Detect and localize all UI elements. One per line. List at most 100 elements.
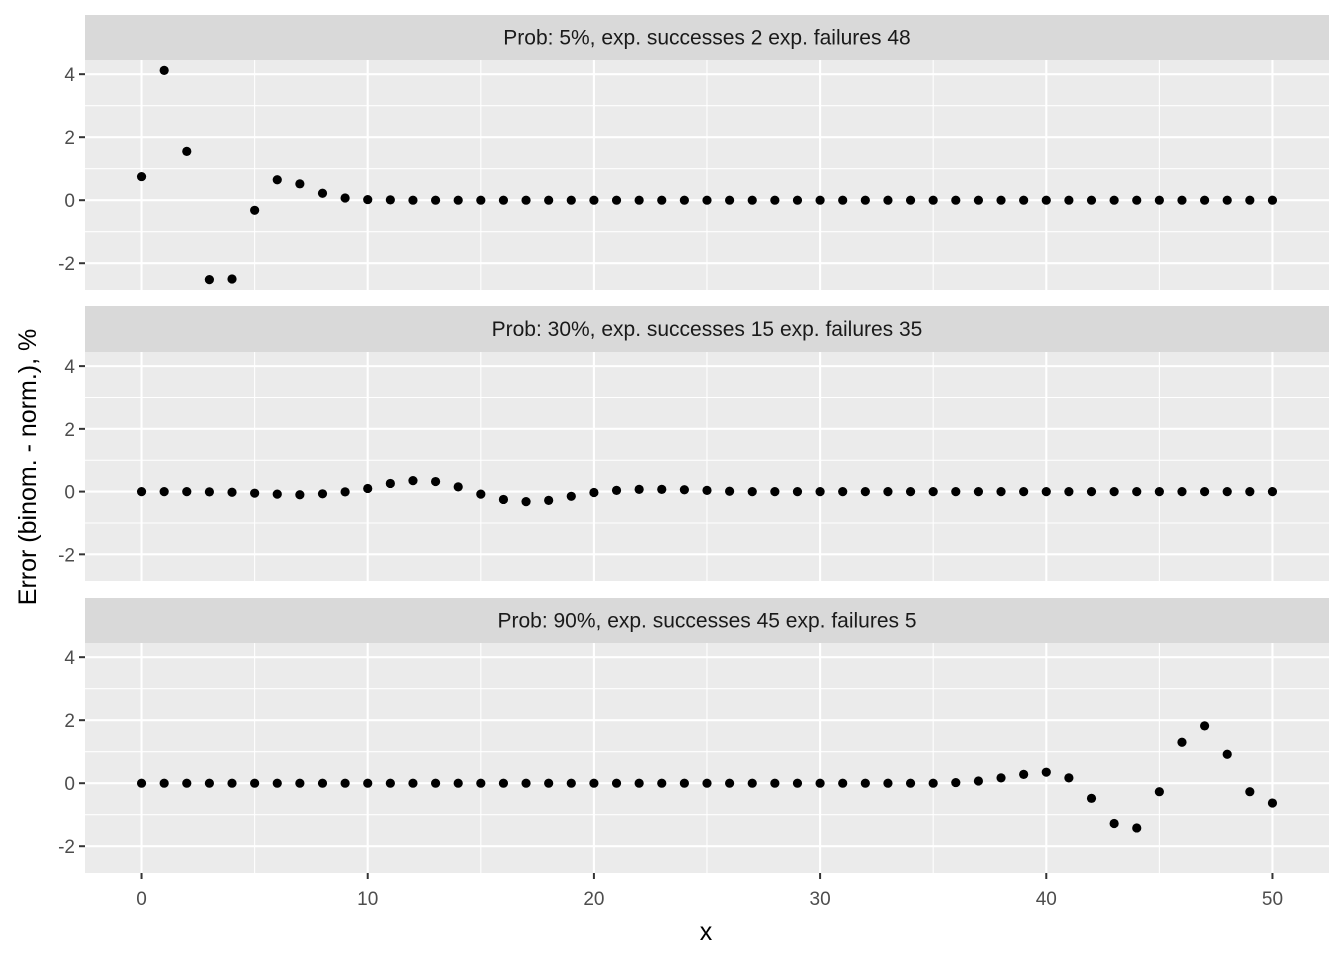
facet-panels: Prob: 5%, exp. successes 2 exp. failures… bbox=[58, 15, 1329, 873]
data-point bbox=[159, 486, 169, 497]
data-point bbox=[996, 195, 1006, 205]
x-tick-label: 10 bbox=[357, 889, 378, 910]
x-tick-label: 0 bbox=[136, 889, 147, 910]
data-point bbox=[792, 195, 803, 205]
data-point bbox=[589, 195, 599, 205]
data-point bbox=[204, 275, 214, 285]
data-point bbox=[928, 195, 938, 205]
data-point bbox=[973, 486, 984, 497]
data-point bbox=[883, 195, 893, 205]
data-point bbox=[1019, 195, 1029, 205]
data-point bbox=[838, 486, 848, 497]
data-point bbox=[838, 195, 848, 205]
data-point bbox=[385, 478, 395, 489]
data-point bbox=[340, 487, 350, 497]
data-point bbox=[702, 195, 712, 205]
y-tick-label: 4 bbox=[64, 65, 75, 86]
data-point bbox=[973, 776, 984, 786]
data-point bbox=[679, 778, 689, 788]
data-point bbox=[860, 195, 870, 205]
data-point bbox=[634, 484, 644, 494]
data-point bbox=[1222, 749, 1232, 759]
data-point bbox=[860, 778, 870, 788]
data-point bbox=[317, 188, 328, 198]
y-tick-label: 2 bbox=[64, 128, 75, 149]
data-point bbox=[204, 487, 214, 497]
data-point bbox=[747, 486, 757, 497]
data-point bbox=[498, 494, 509, 505]
data-point bbox=[815, 778, 825, 788]
y-tick-label: -2 bbox=[58, 545, 75, 566]
y-tick-label: 4 bbox=[64, 648, 75, 669]
facet-strip bbox=[85, 598, 1329, 643]
data-point bbox=[1064, 773, 1074, 783]
data-point bbox=[589, 778, 599, 788]
data-point bbox=[747, 195, 757, 205]
y-tick-label: 2 bbox=[64, 711, 75, 732]
data-point bbox=[227, 274, 237, 284]
data-point bbox=[611, 778, 622, 788]
data-point bbox=[227, 778, 237, 788]
data-point bbox=[883, 486, 893, 497]
data-point bbox=[747, 778, 757, 788]
data-point bbox=[159, 778, 169, 788]
data-point bbox=[159, 65, 169, 75]
data-point bbox=[1267, 195, 1278, 205]
data-point bbox=[657, 484, 667, 494]
data-point bbox=[295, 778, 305, 788]
data-point bbox=[476, 489, 486, 499]
data-point bbox=[589, 487, 599, 498]
data-point bbox=[611, 195, 622, 205]
data-point bbox=[1109, 486, 1119, 497]
data-point bbox=[544, 195, 554, 205]
data-point bbox=[1177, 486, 1187, 497]
data-point bbox=[905, 778, 916, 788]
data-point bbox=[951, 486, 961, 497]
y-tick-label: 0 bbox=[64, 191, 75, 212]
data-point bbox=[1109, 195, 1119, 205]
data-point bbox=[408, 476, 418, 486]
data-point bbox=[182, 486, 192, 497]
data-point bbox=[770, 195, 780, 205]
y-tick-label: 0 bbox=[64, 483, 75, 504]
y-tick-label: -2 bbox=[58, 254, 75, 275]
data-point bbox=[1154, 787, 1164, 797]
data-point bbox=[1245, 486, 1255, 497]
data-point bbox=[1086, 195, 1097, 205]
data-point bbox=[408, 195, 418, 205]
data-point bbox=[385, 195, 395, 205]
data-point bbox=[1041, 195, 1051, 205]
data-point bbox=[272, 175, 282, 185]
y-tick-label: 4 bbox=[64, 357, 75, 378]
data-point bbox=[770, 486, 780, 497]
data-point bbox=[883, 778, 893, 788]
data-point bbox=[408, 778, 418, 788]
data-point bbox=[792, 486, 803, 497]
data-point bbox=[702, 778, 712, 788]
data-point bbox=[634, 778, 644, 788]
data-point bbox=[476, 195, 486, 205]
data-point bbox=[430, 476, 441, 487]
data-point bbox=[453, 482, 463, 492]
facet-strip bbox=[85, 306, 1329, 352]
data-point bbox=[973, 195, 984, 205]
data-point bbox=[1086, 486, 1097, 497]
data-point bbox=[385, 778, 395, 788]
data-point bbox=[611, 485, 622, 495]
data-point bbox=[1177, 737, 1187, 747]
data-point bbox=[272, 778, 282, 788]
data-point bbox=[1267, 798, 1278, 808]
data-point bbox=[136, 778, 147, 788]
facet-strip-label: Prob: 90%, exp. successes 45 exp. failur… bbox=[497, 610, 916, 633]
data-point bbox=[634, 195, 644, 205]
data-point bbox=[476, 778, 486, 788]
data-point bbox=[657, 778, 667, 788]
data-point bbox=[951, 777, 961, 788]
data-point bbox=[928, 486, 938, 497]
data-point bbox=[317, 489, 328, 499]
data-point bbox=[566, 778, 576, 788]
data-point bbox=[1041, 767, 1051, 777]
data-point bbox=[1019, 486, 1029, 497]
facet-strip-label: Prob: 30%, exp. successes 15 exp. failur… bbox=[492, 318, 923, 341]
